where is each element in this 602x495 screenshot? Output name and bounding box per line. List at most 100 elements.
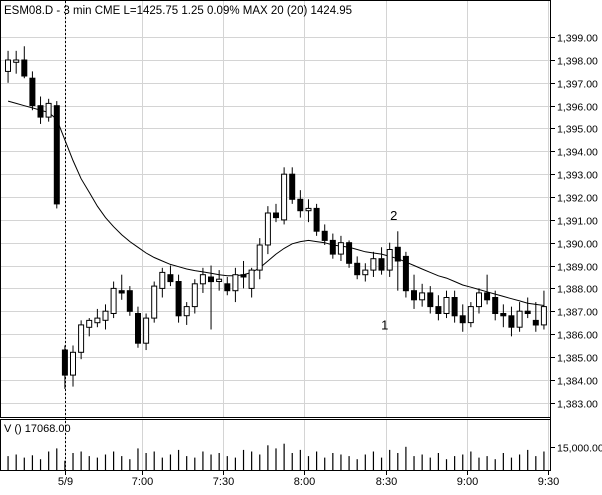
price-tick-label: 1,396.00 [557,102,598,114]
candle [443,290,450,319]
price-tick-label: 1,395.00 [557,124,598,136]
candle [143,313,150,351]
candle-body [175,281,182,317]
candle-body [476,292,482,308]
candle-body [191,283,198,308]
candle [29,71,36,111]
candle-body [394,246,401,262]
candle-body [427,292,434,308]
candle [232,267,239,303]
candle [378,247,385,275]
price-tick-label: 1,390.00 [557,239,598,251]
time-axis-ticks: 5/9 7:00 7:30 8:00 8:30 9:00 9:30 [58,470,559,488]
candle [70,345,76,387]
candle [135,306,141,348]
price-tick-label: 1,393.00 [557,170,598,182]
candle [126,286,133,316]
candle-body [199,274,206,285]
chart-header: ESM08.D - 3 min CME L=1425.75 1.25 0.09%… [4,5,352,17]
candle-body [354,262,361,276]
candle-body [370,258,377,271]
price-tick-label: 1,385.00 [557,353,598,365]
candle [354,256,361,280]
candle-body [443,297,450,314]
candle-body [264,212,271,246]
candle-body [94,317,101,324]
candle-body [402,255,409,292]
candle [224,276,231,296]
time-tick-label: 7:00 [132,476,153,488]
candle [313,203,320,236]
candle-body [216,278,223,283]
candle [435,295,442,321]
candle [321,224,328,245]
candle [216,270,223,291]
candle [256,238,263,280]
candle-body [540,306,547,326]
candle [86,318,93,337]
candle-body [208,276,214,283]
candle-body [21,59,28,77]
candle-body [167,274,174,283]
moving-average [7,100,544,306]
price-tick-label: 1,384.00 [557,376,598,388]
candle [21,46,28,79]
candle-body [61,349,68,376]
annotation-label: 1 [381,317,388,332]
candle [362,263,369,282]
candle-body [45,102,52,118]
candle [305,199,312,223]
candle-body [110,287,117,314]
candle-body [411,290,417,301]
price-tick-label: 1,397.00 [557,79,598,91]
candle-body [53,105,60,205]
candle [394,231,401,291]
candle-body [5,59,11,72]
candle-body [240,274,247,278]
candle-body [289,173,296,200]
candle [78,320,85,360]
annotation-label: 2 [390,208,397,223]
candle-body [362,269,369,276]
candle-body [321,230,328,241]
candle-body [13,59,20,63]
candle [199,267,206,293]
candle [37,96,44,124]
candle [281,167,288,225]
candle [451,290,458,323]
candle-body [126,290,133,312]
time-tick-label: 5/9 [58,476,73,488]
candle-body [484,292,491,301]
candle-body [256,244,263,271]
candle-body [313,207,320,232]
candle [118,274,125,300]
candle-body [159,271,166,289]
candle-body [248,269,255,289]
candle [191,279,198,314]
candle-body [70,351,76,376]
candle-body [435,306,442,315]
candle [337,235,344,261]
candle [208,265,214,330]
candle-body [232,274,239,292]
candle-body [305,207,312,212]
candle-body [224,283,231,292]
candle-body [451,297,458,317]
candle [329,233,336,259]
time-tick-label: 8:00 [294,476,315,488]
candle [183,302,190,325]
candle [500,304,507,328]
candle-body [102,310,109,321]
volume-header: V () 17068.00 [4,423,71,435]
candle [110,281,117,319]
candle-body [297,198,304,212]
candle [467,302,474,328]
candle [297,190,304,218]
candle [411,274,417,309]
candle-body [524,310,531,315]
price-tick-label: 1,398.00 [557,56,598,68]
candle [248,267,255,298]
candle-body [508,315,515,328]
candle [492,290,499,321]
